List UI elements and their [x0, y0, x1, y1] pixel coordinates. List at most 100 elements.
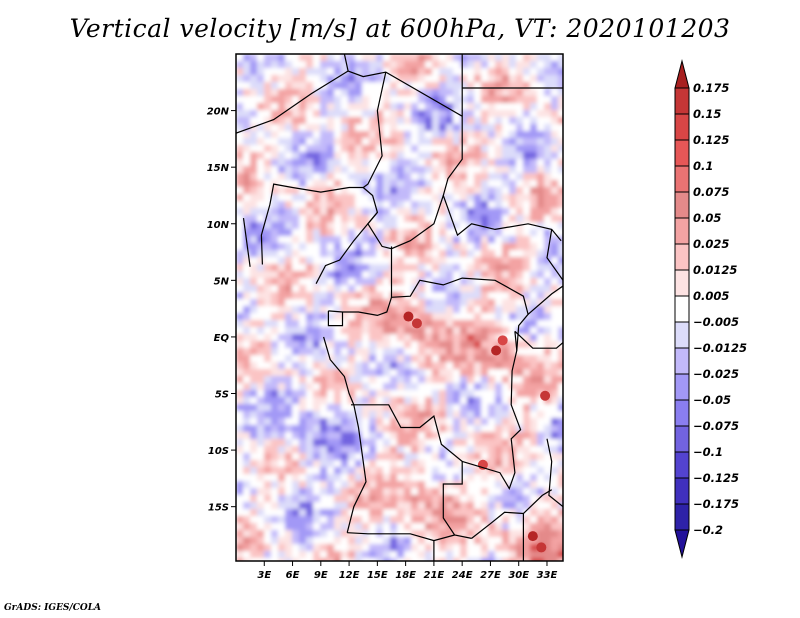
field-cell [271, 250, 281, 260]
field-cell [467, 558, 477, 561]
field-cell [523, 523, 533, 533]
field-cell [509, 439, 519, 449]
field-cell [474, 187, 484, 197]
field-cell [369, 187, 379, 197]
field-cell [467, 96, 477, 106]
field-cell [341, 159, 351, 169]
field-cell [439, 425, 449, 435]
field-cell [432, 75, 442, 85]
field-cell [446, 411, 456, 421]
field-cell [250, 271, 260, 281]
field-cell [432, 194, 442, 204]
field-cell [453, 327, 463, 337]
field-cell [509, 145, 519, 155]
field-cell [299, 110, 309, 120]
field-cell [516, 285, 526, 295]
field-cell [292, 285, 302, 295]
field-cell [264, 75, 274, 85]
field-cell [313, 425, 323, 435]
field-cell [488, 334, 498, 344]
field-cell [467, 131, 477, 141]
field-cell [509, 61, 519, 71]
field-cell [439, 523, 449, 533]
field-cell [404, 187, 414, 197]
field-cell [460, 222, 470, 232]
field-cell [551, 124, 561, 134]
field-cell [243, 523, 253, 533]
field-cell [495, 369, 505, 379]
field-cell [397, 75, 407, 85]
field-cell [243, 369, 253, 379]
field-cell [530, 54, 540, 64]
field-cell [348, 306, 358, 316]
field-cell [369, 425, 379, 435]
field-cell [250, 236, 260, 246]
field-cell [285, 516, 295, 526]
field-cell [537, 285, 547, 295]
field-cell [348, 152, 358, 162]
field-cell [320, 383, 330, 393]
field-cell [341, 285, 351, 295]
field-cell [558, 257, 563, 267]
field-cell [502, 257, 512, 267]
field-cell [299, 369, 309, 379]
field-cell [306, 530, 316, 540]
field-cell [418, 348, 428, 358]
field-cell [383, 201, 393, 211]
field-cell [299, 278, 309, 288]
field-cell [516, 110, 526, 120]
field-cell [285, 481, 295, 491]
field-cell [362, 439, 372, 449]
field-cell [404, 110, 414, 120]
field-cell [362, 117, 372, 127]
colorbar-label: 0.125 [693, 133, 729, 147]
field-cell [551, 75, 561, 85]
field-cell [453, 544, 463, 554]
field-cell [236, 334, 246, 344]
field-cell [257, 467, 267, 477]
field-cell [299, 96, 309, 106]
field-cell [264, 243, 274, 253]
field-cell [453, 187, 463, 197]
field-cell [355, 306, 365, 316]
field-cell [236, 348, 246, 358]
field-cell [516, 537, 526, 547]
field-cell [467, 103, 477, 113]
field-cell [243, 229, 253, 239]
field-cell [306, 481, 316, 491]
field-cell [509, 397, 519, 407]
field-cell [250, 229, 260, 239]
field-cell [488, 82, 498, 92]
field-cell [411, 453, 421, 463]
field-cell [439, 558, 449, 561]
field-cell [446, 481, 456, 491]
field-cell [551, 411, 561, 421]
field-cell [285, 460, 295, 470]
field-cell [369, 313, 379, 323]
field-cell [390, 348, 400, 358]
field-cell [313, 89, 323, 99]
field-cell [404, 460, 414, 470]
field-cell [544, 320, 554, 330]
field-cell [362, 236, 372, 246]
field-cell [264, 264, 274, 274]
field-cell [558, 187, 563, 197]
field-cell [383, 516, 393, 526]
field-cell [285, 530, 295, 540]
field-cell [271, 341, 281, 351]
field-cell [460, 509, 470, 519]
field-cell [285, 187, 295, 197]
field-cell [544, 236, 554, 246]
field-cell [299, 453, 309, 463]
field-cell [460, 68, 470, 78]
field-cell [236, 495, 246, 505]
field-cell [495, 68, 505, 78]
field-cell [299, 558, 309, 561]
field-cell [341, 131, 351, 141]
field-cell [467, 376, 477, 386]
field-cell [411, 292, 421, 302]
field-cell [453, 278, 463, 288]
field-cell [243, 355, 253, 365]
field-cell [411, 145, 421, 155]
field-cell [383, 222, 393, 232]
